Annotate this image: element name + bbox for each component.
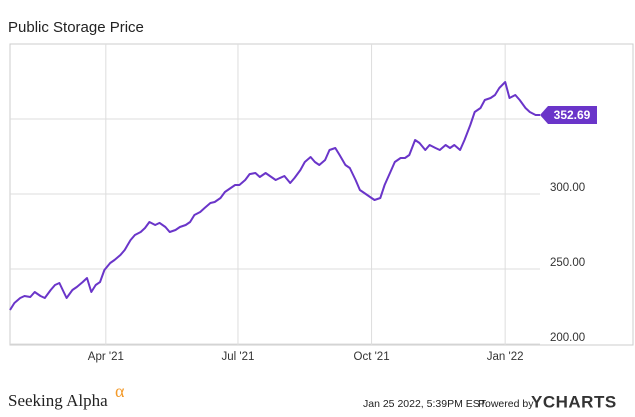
price-line [9, 81, 540, 311]
chart-title: Public Storage Price [8, 19, 144, 36]
provider-logo: YCHARTS [531, 392, 617, 411]
timestamp: Jan 25 2022, 5:39PM EST. [363, 398, 488, 410]
x-tick-label: Oct '21 [354, 351, 390, 363]
x-tick-label: Apr '21 [88, 351, 124, 363]
brand: Seeking Alpha [8, 391, 108, 410]
y-tick-label: 200.00 [550, 332, 585, 344]
x-tick-label: Jul '21 [222, 351, 255, 363]
y-tick-label: 300.00 [550, 182, 585, 194]
x-tick-label: Jan '22 [487, 351, 524, 363]
brand-mark: α [115, 381, 125, 401]
powered-by: Powered by [478, 398, 534, 410]
last-value-label: 352.69 [554, 108, 591, 122]
last-value-badge [540, 105, 597, 124]
y-tick-label: 250.00 [550, 257, 585, 269]
